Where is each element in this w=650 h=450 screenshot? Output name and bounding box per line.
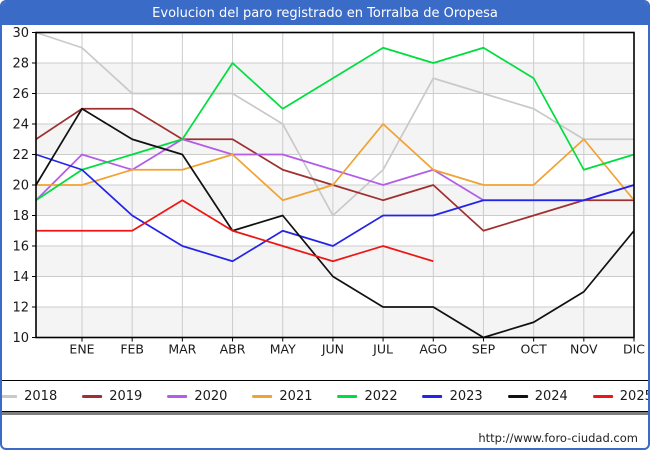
legend-item-2021: 2021 (252, 388, 313, 404)
legend-item-2018: 2018 (2, 388, 58, 404)
legend-label-2019: 2019 (109, 388, 143, 404)
y-axis-label: 26 (12, 87, 29, 102)
legend-swatch-2018 (2, 394, 18, 398)
legend-item-2025: 2025 (592, 388, 650, 404)
legend-swatch-2023 (422, 394, 443, 398)
legend-item-2024: 2024 (507, 388, 568, 404)
y-axis-label: 16 (12, 240, 29, 255)
x-axis-label: FEB (120, 342, 144, 357)
x-axis-label: ABR (220, 342, 246, 357)
legend-label-2021: 2021 (279, 388, 313, 404)
x-axis-label: DIC (623, 342, 645, 357)
series-line-2025 (36, 199, 434, 263)
title-bar: Evolucion del paro registrado en Torralb… (2, 2, 648, 25)
legend-item-2023: 2023 (422, 388, 483, 404)
x-axis-label: OCT (521, 342, 548, 357)
legend-label-2024: 2024 (534, 388, 568, 404)
y-axis-label: 18 (12, 209, 29, 224)
series-line-2022 (35, 46, 635, 201)
source-url: http://www.foro-ciudad.com (478, 431, 638, 445)
legend-item-2020: 2020 (167, 390, 227, 403)
legend-label-2025: 2025 (619, 388, 650, 404)
series-line-2021 (36, 123, 635, 202)
chart-legend: 2018 2019 2020 2021 2022 2023 2024 2025 (2, 380, 650, 412)
legend-swatch-2019 (82, 394, 103, 398)
y-axis-label: 14 (12, 270, 29, 285)
x-axis-label: MAY (270, 342, 296, 357)
y-axis-label: 28 (12, 57, 29, 72)
y-axis-label: 12 (12, 301, 29, 316)
x-axis-label: ENE (69, 342, 94, 357)
legend-swatch-2024 (507, 394, 528, 398)
series-line-2024 (35, 107, 635, 339)
x-axis-label: MAR (168, 342, 196, 357)
x-axis-label: AGO (419, 342, 447, 357)
y-axis-label: 20 (12, 179, 29, 194)
x-axis-label: JUN (321, 342, 344, 357)
y-axis-label: 24 (12, 118, 29, 133)
series-line-2023 (35, 153, 635, 263)
y-axis-label: 10 (12, 331, 29, 346)
legend-label-2020: 2020 (194, 388, 228, 404)
legend-item-2022: 2022 (337, 388, 398, 404)
chart-title: Evolucion del paro registrado en Torralb… (152, 6, 498, 21)
series-line-2018 (35, 31, 634, 217)
x-axis-label: JUL (372, 342, 393, 357)
legend-swatch-2025 (592, 394, 613, 398)
legend-label-2023: 2023 (449, 388, 483, 404)
x-axis-label: SEP (472, 342, 496, 357)
plot-band (36, 307, 634, 338)
plot-band (36, 63, 634, 94)
x-axis-label: NOV (570, 342, 598, 357)
y-axis-label: 30 (12, 26, 29, 41)
legend-label-2022: 2022 (364, 388, 398, 404)
plot-band (36, 124, 634, 155)
legend-label-2018: 2018 (24, 388, 58, 404)
y-axis-label: 22 (12, 148, 29, 163)
legend-item-2019: 2019 (82, 390, 142, 403)
legend-swatch-2021 (252, 394, 273, 398)
legend-swatch-2022 (337, 394, 358, 398)
legend-swatch-2020 (167, 394, 188, 398)
plot-border (35, 31, 635, 339)
